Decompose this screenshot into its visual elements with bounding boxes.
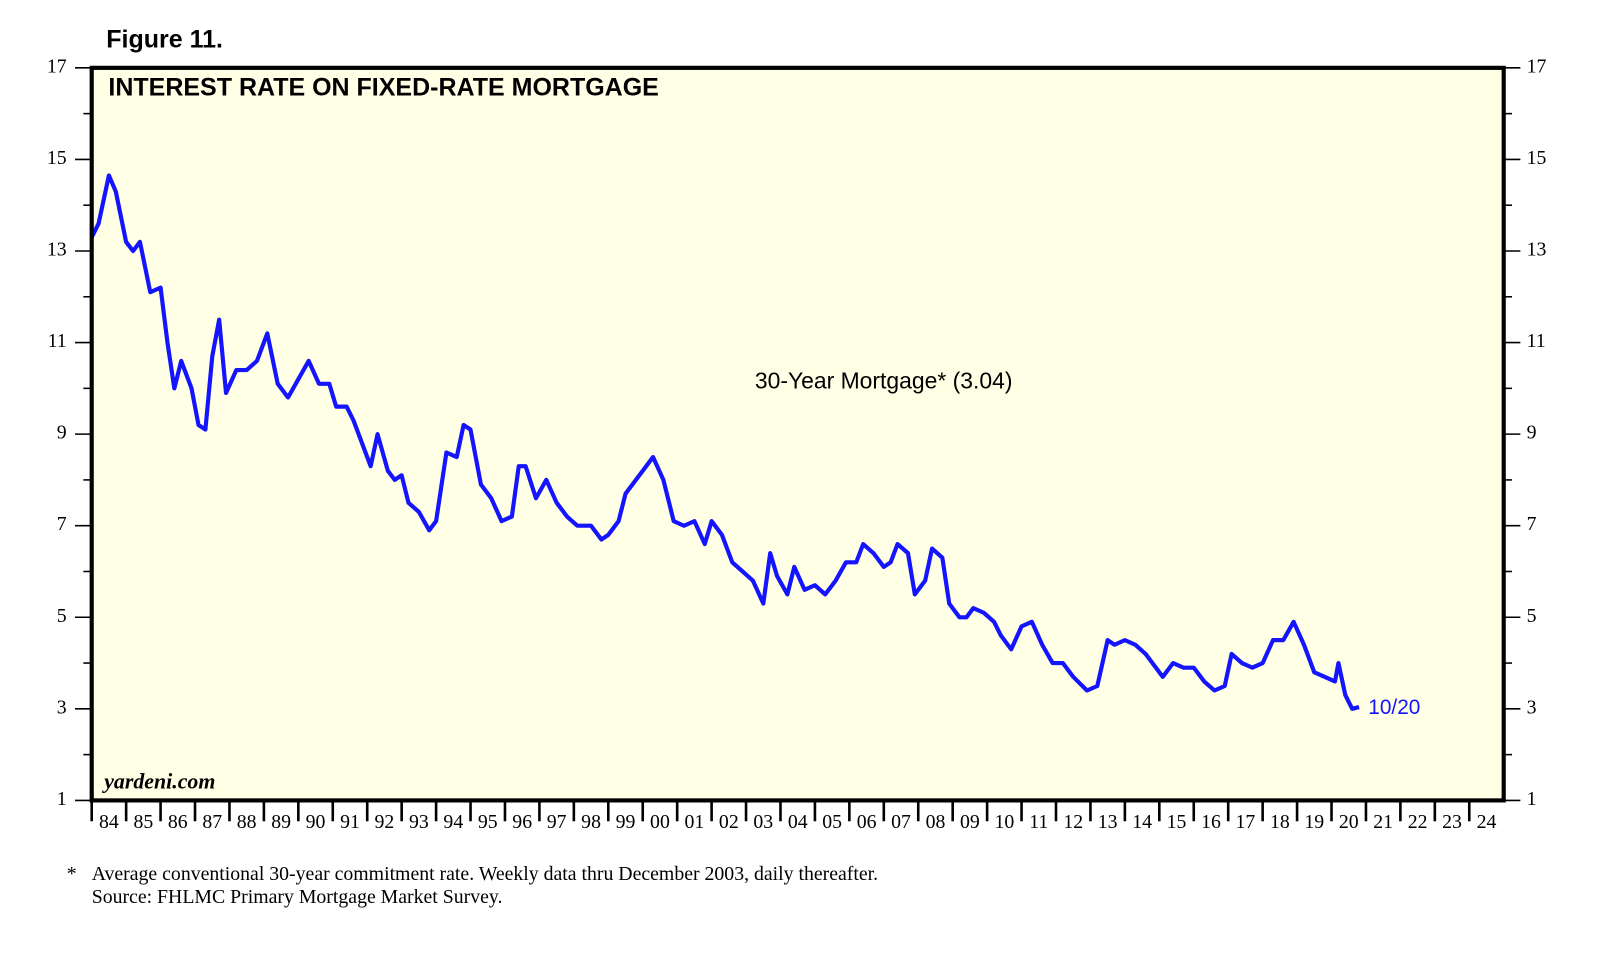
y-tick-label: 17 — [47, 55, 67, 77]
x-tick-label: 22 — [1408, 811, 1428, 833]
x-tick-label: 02 — [719, 811, 739, 833]
x-tick-label: 95 — [478, 811, 498, 833]
y-tick-label: 7 — [57, 513, 67, 535]
x-tick-label: 89 — [271, 811, 291, 833]
y-tick-label: 9 — [57, 422, 67, 444]
x-tick-label: 90 — [306, 811, 326, 833]
x-tick-label: 10 — [994, 811, 1014, 833]
end-label: 10/20 — [1368, 696, 1420, 719]
watermark: yardeni.com — [101, 770, 215, 794]
source-text: Source: FHLMC Primary Mortgage Market Su… — [92, 886, 503, 908]
x-tick-label: 92 — [375, 811, 395, 833]
x-tick-label: 05 — [822, 811, 842, 833]
y2-tick-label: 7 — [1527, 513, 1537, 535]
x-tick-label: 11 — [1029, 811, 1048, 833]
y2-tick-label: 5 — [1527, 605, 1537, 627]
y2-tick-label: 13 — [1527, 239, 1547, 261]
x-tick-label: 99 — [616, 811, 636, 833]
x-tick-label: 86 — [168, 811, 188, 833]
x-tick-label: 96 — [512, 811, 532, 833]
y2-tick-label: 1 — [1527, 788, 1537, 810]
x-tick-label: 91 — [340, 811, 360, 833]
x-tick-label: 97 — [547, 811, 567, 833]
y2-tick-label: 9 — [1527, 422, 1537, 444]
x-tick-label: 12 — [1063, 811, 1083, 833]
x-tick-label: 98 — [581, 811, 601, 833]
x-tick-label: 23 — [1442, 811, 1462, 833]
series-label: 30-Year Mortgage* (3.04) — [755, 368, 1013, 394]
x-tick-label: 19 — [1304, 811, 1324, 833]
y2-tick-label: 15 — [1527, 147, 1547, 169]
x-tick-label: 00 — [650, 811, 670, 833]
x-tick-label: 04 — [788, 811, 808, 833]
x-tick-label: 09 — [960, 811, 980, 833]
y-tick-label: 1 — [57, 788, 67, 810]
y-tick-label: 5 — [57, 605, 67, 627]
x-tick-label: 16 — [1201, 811, 1221, 833]
x-tick-label: 01 — [684, 811, 704, 833]
y-tick-label: 13 — [47, 239, 67, 261]
x-tick-label: 17 — [1236, 811, 1256, 833]
x-tick-label: 88 — [237, 811, 257, 833]
y2-tick-label: 3 — [1527, 696, 1537, 718]
series-line — [89, 173, 1360, 711]
footnote-text: Average conventional 30-year commitment … — [92, 863, 878, 885]
x-tick-label: 07 — [891, 811, 911, 833]
chart-title: INTEREST RATE ON FIXED-RATE MORTGAGE — [108, 73, 658, 101]
x-tick-label: 24 — [1477, 811, 1497, 833]
figure-label: Figure 11. — [106, 25, 223, 53]
x-tick-label: 13 — [1098, 811, 1118, 833]
y-tick-label: 15 — [47, 147, 67, 169]
x-tick-label: 18 — [1270, 811, 1290, 833]
marks — [89, 173, 1360, 711]
x-tick-label: 06 — [857, 811, 877, 833]
x-tick-label: 21 — [1373, 811, 1393, 833]
y-tick-label: 3 — [57, 696, 67, 718]
plot-background — [91, 67, 1504, 801]
y2-tick-label: 17 — [1527, 55, 1547, 77]
x-tick-label: 93 — [409, 811, 429, 833]
x-tick-label: 87 — [202, 811, 222, 833]
x-tick-label: 85 — [133, 811, 153, 833]
y-tick-label: 11 — [48, 330, 67, 352]
x-tick-label: 14 — [1132, 811, 1152, 833]
x-tick-label: 08 — [926, 811, 946, 833]
x-tick-label: 84 — [99, 811, 119, 833]
x-tick-label: 94 — [443, 811, 463, 833]
footnote-marker: * — [67, 863, 77, 885]
x-tick-label: 15 — [1167, 811, 1187, 833]
y2-tick-label: 11 — [1527, 330, 1546, 352]
x-tick-label: 03 — [753, 811, 773, 833]
x-tick-label: 20 — [1339, 811, 1359, 833]
